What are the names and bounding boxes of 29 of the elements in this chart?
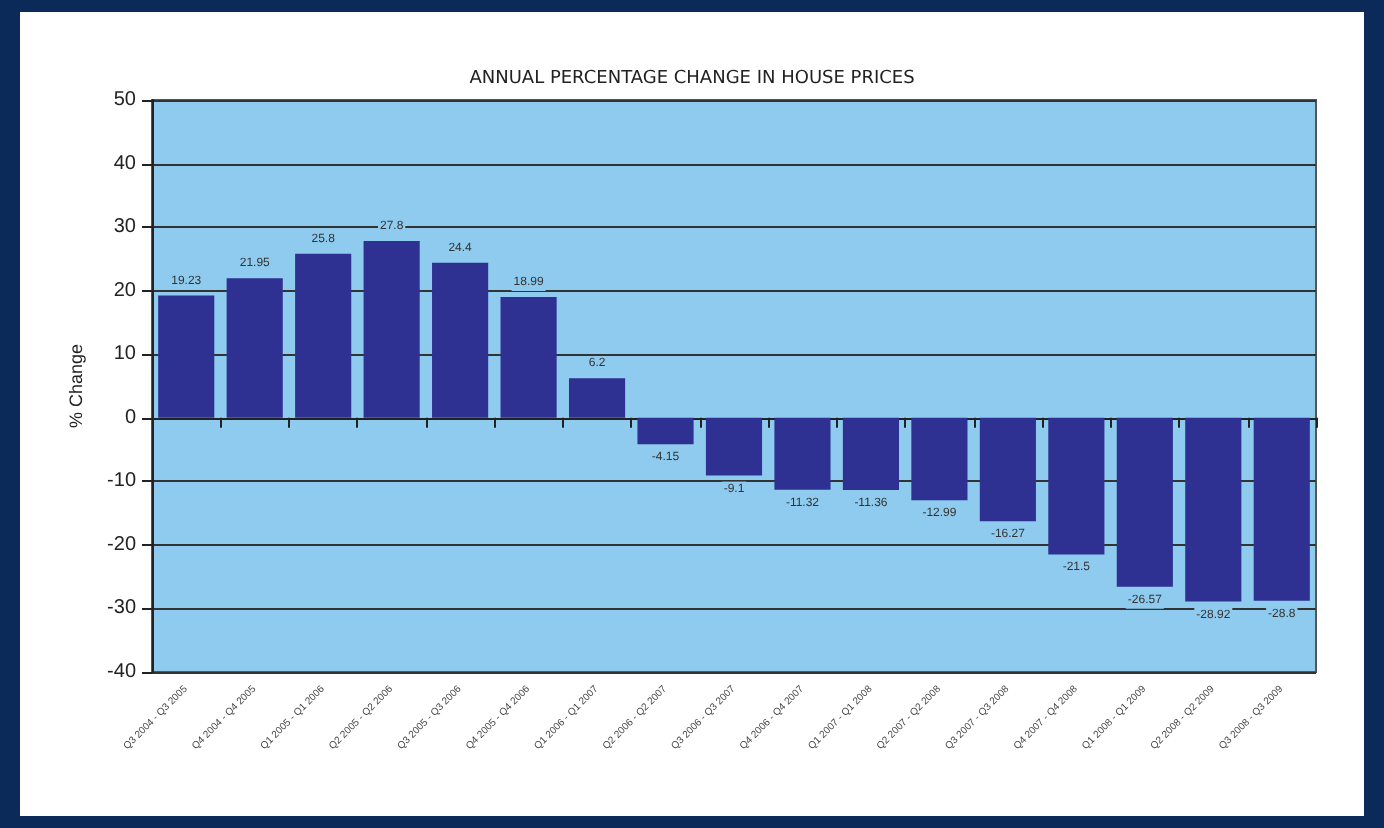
bar [432,262,489,418]
bar [842,417,900,490]
y-tick-label: 0 [124,406,137,429]
bar [1116,417,1173,587]
y-axis-title: % Change [66,343,87,429]
bar [637,417,694,445]
y-tick-label: -30 [107,597,137,620]
bar [158,295,215,418]
y-tick-label: 30 [113,216,137,239]
y-tick-label: -20 [107,533,137,556]
bar [1253,417,1310,601]
bar [363,241,420,418]
bar [500,297,557,418]
chart-title: ANNUAL PERCENTAGE CHANGE IN HOUSE PRICES [469,69,916,89]
bar [226,278,283,418]
bar [1185,417,1242,602]
bar [911,417,968,501]
bar [1048,417,1105,555]
y-tick-label: -10 [107,470,137,493]
y-tick-label: -40 [107,661,137,683]
bar [774,417,831,490]
y-tick-label: 50 [113,89,137,111]
bar [705,417,763,476]
y-tick-label: 40 [113,152,137,175]
y-tick-label: 20 [113,279,137,302]
y-tick-label: 10 [113,343,137,366]
bar [568,378,626,418]
bar [295,253,352,418]
bar [979,417,1036,522]
